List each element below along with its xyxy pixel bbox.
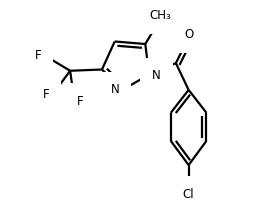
Text: O: O (184, 29, 193, 41)
Text: Cl: Cl (183, 188, 194, 201)
Text: N: N (152, 69, 161, 82)
Text: F: F (43, 89, 49, 102)
Text: N: N (110, 83, 119, 96)
Text: CH₃: CH₃ (150, 9, 171, 22)
Text: F: F (76, 95, 83, 108)
Text: F: F (35, 49, 42, 62)
